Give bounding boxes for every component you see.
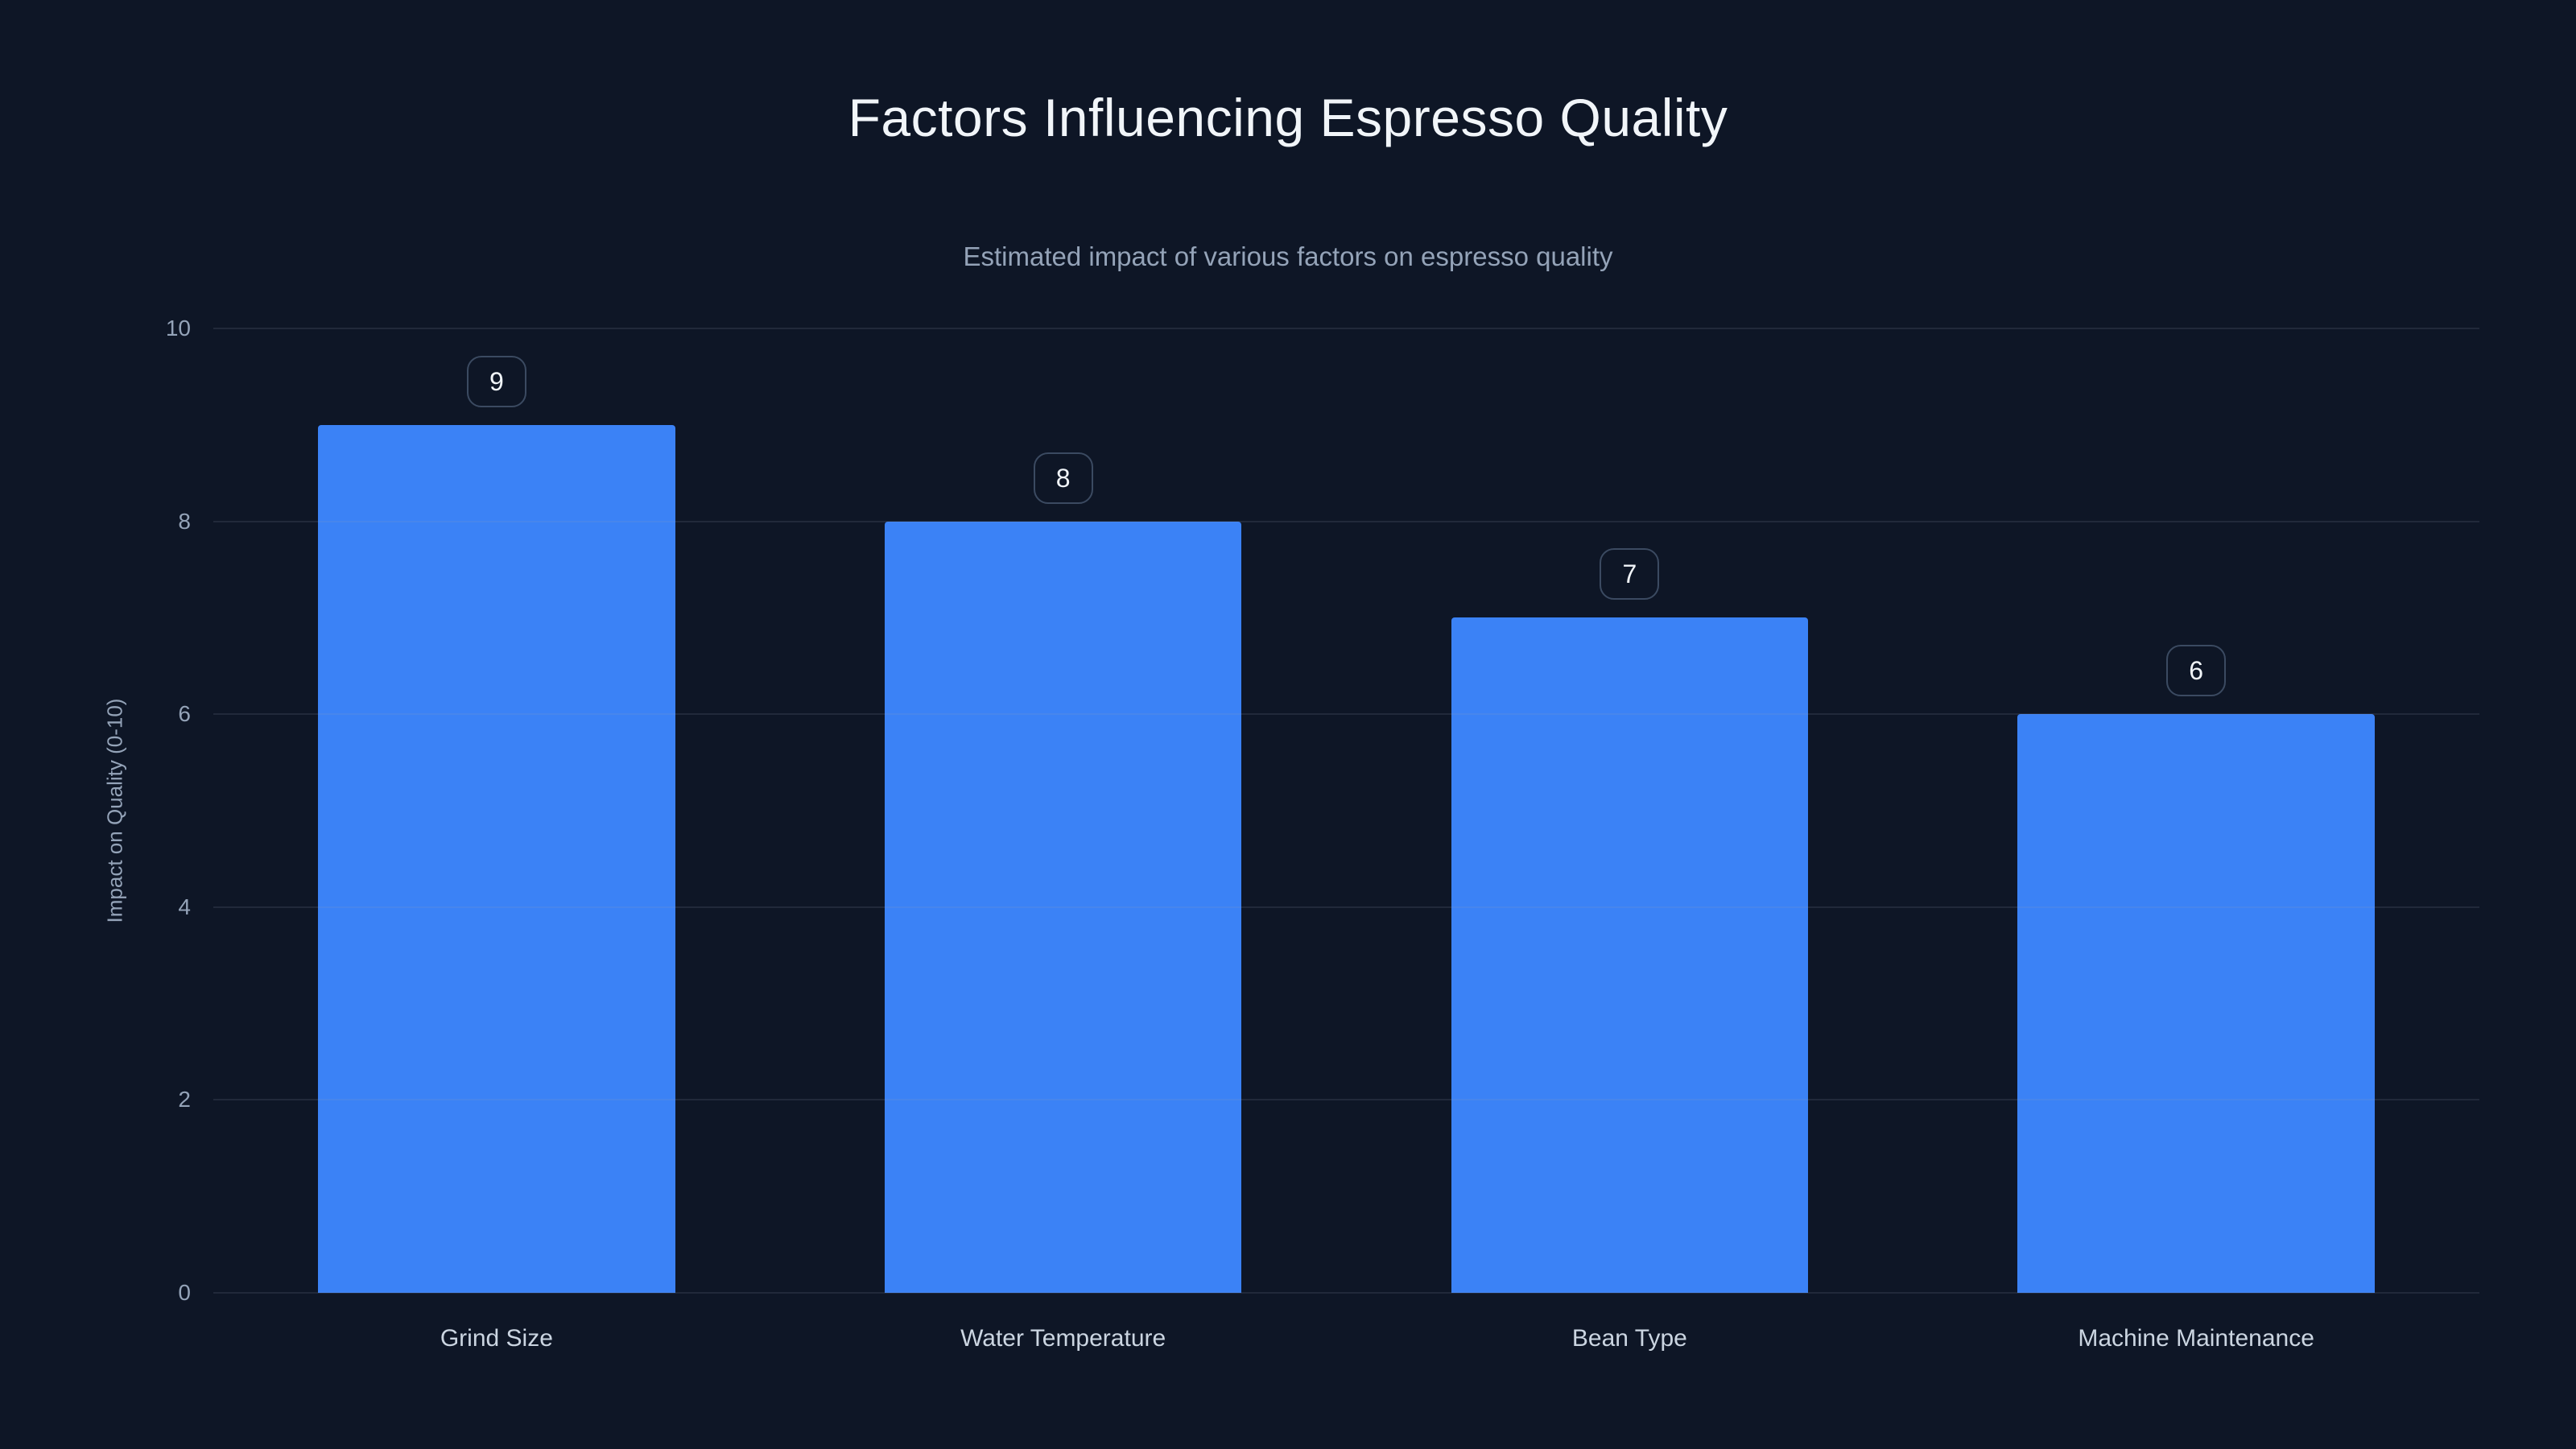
y-tick-label: 10: [165, 316, 191, 341]
bar: [884, 521, 1242, 1293]
x-category-label: Bean Type: [1571, 1325, 1687, 1352]
bar-group: 7 Bean Type: [1347, 328, 1913, 1352]
value-badge: 8: [1033, 452, 1093, 504]
y-axis-title: Impact on Quality (0-10): [102, 698, 127, 923]
y-tick-label: 6: [178, 701, 191, 727]
bars-row: 9 Grind Size 8 Water Temperature 7 Bean Type 6…: [213, 328, 2479, 1352]
y-tick-label: 8: [178, 508, 191, 534]
gridline: [213, 1099, 2479, 1101]
gridline: [213, 713, 2479, 716]
value-badge: 9: [466, 355, 526, 407]
bar: [1451, 617, 1809, 1293]
y-tick-label: 4: [178, 894, 191, 919]
chart-title: Factors Influencing Espresso Quality: [848, 88, 1728, 147]
gridline: [213, 520, 2479, 522]
x-category-label: Grind Size: [440, 1325, 553, 1352]
x-category-label: Machine Maintenance: [2078, 1325, 2314, 1352]
bar: [318, 424, 675, 1293]
y-tick-label: 2: [178, 1087, 191, 1113]
gridline: [213, 1292, 2479, 1294]
x-category-label: Water Temperature: [960, 1325, 1166, 1352]
gridline: [213, 906, 2479, 908]
bar-group: 6 Machine Maintenance: [1913, 328, 2479, 1352]
chart-subtitle: Estimated impact of various factors on e…: [963, 242, 1613, 271]
bar-group: 9 Grind Size: [213, 328, 780, 1352]
value-badge: 7: [1600, 548, 1660, 601]
plot-area: 9 Grind Size 8 Water Temperature 7 Bean Type 6…: [166, 316, 2479, 1352]
bar: [2017, 714, 2375, 1293]
gridline: [213, 328, 2479, 329]
y-tick-label: 0: [178, 1280, 191, 1305]
bar-group: 8 Water Temperature: [780, 328, 1347, 1352]
value-badge: 6: [2166, 645, 2227, 697]
